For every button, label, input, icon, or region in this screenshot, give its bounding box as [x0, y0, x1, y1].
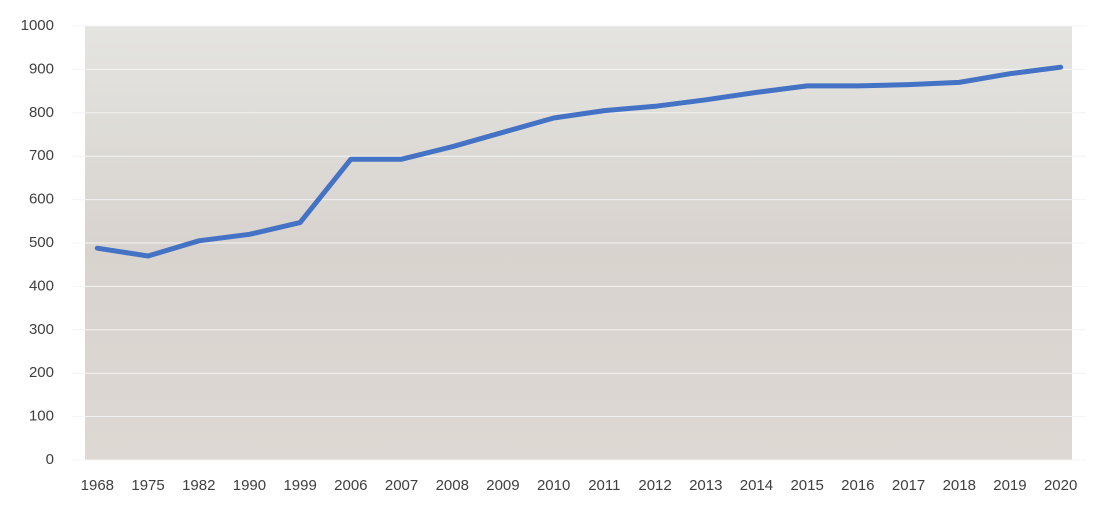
x-tick-label: 2018	[943, 477, 976, 494]
y-tick-label: 400	[29, 277, 54, 294]
x-tick-label: 1975	[131, 477, 164, 494]
y-tick-label: 700	[29, 147, 54, 164]
x-tick-label: 2020	[1044, 477, 1077, 494]
x-tick-label: 2012	[638, 477, 671, 494]
x-tick-label: 2013	[689, 477, 722, 494]
y-tick-label: 1000	[21, 17, 54, 34]
x-tick-label: 2010	[537, 477, 570, 494]
y-tick-label: 0	[46, 451, 54, 468]
y-tick-label: 600	[29, 191, 54, 208]
y-tick-label: 800	[29, 104, 54, 121]
y-tick-label: 900	[29, 60, 54, 77]
y-tick-label: 500	[29, 234, 54, 251]
y-tick-label: 200	[29, 364, 54, 381]
x-tick-label: 2019	[993, 477, 1026, 494]
x-tick-label: 2007	[385, 477, 418, 494]
x-tick-label: 2008	[436, 477, 469, 494]
x-tick-label: 1990	[233, 477, 266, 494]
x-tick-label: 2009	[486, 477, 519, 494]
x-tick-label: 2015	[790, 477, 823, 494]
y-tick-label: 300	[29, 321, 54, 338]
data-line	[94, 64, 1064, 259]
x-tick-label: 2006	[334, 477, 367, 494]
x-tick-label: 2011	[588, 477, 620, 494]
y-tick-label: 100	[29, 408, 54, 425]
x-tick-label: 1982	[182, 477, 215, 494]
x-tick-label: 1968	[81, 477, 114, 494]
x-tick-label: 2016	[841, 477, 874, 494]
x-tick-label: 2017	[892, 477, 925, 494]
x-tick-label: 1999	[283, 477, 316, 494]
x-tick-label: 2014	[740, 477, 773, 494]
